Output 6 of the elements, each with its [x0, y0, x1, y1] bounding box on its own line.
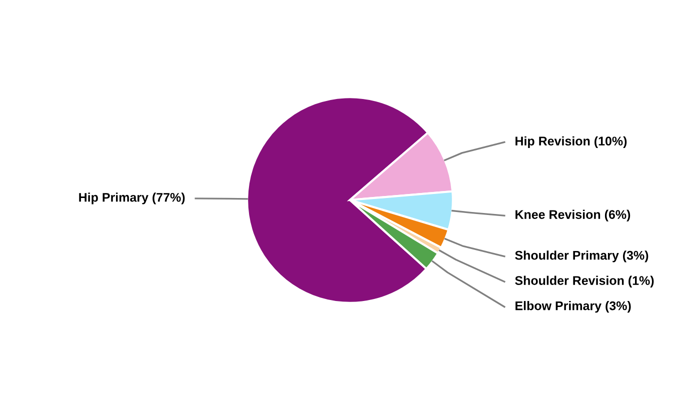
- slice-label: Hip Revision (10%): [516, 136, 627, 148]
- slice-label: Shoulder Primary (3%): [515, 250, 648, 262]
- slice-label: Shoulder Revision (1%): [515, 276, 654, 288]
- slice-label: Elbow Primary (3%): [516, 301, 631, 313]
- slice-label: Knee Revision (6%): [516, 210, 630, 222]
- slice-label: Hip Primary (77%): [79, 192, 185, 204]
